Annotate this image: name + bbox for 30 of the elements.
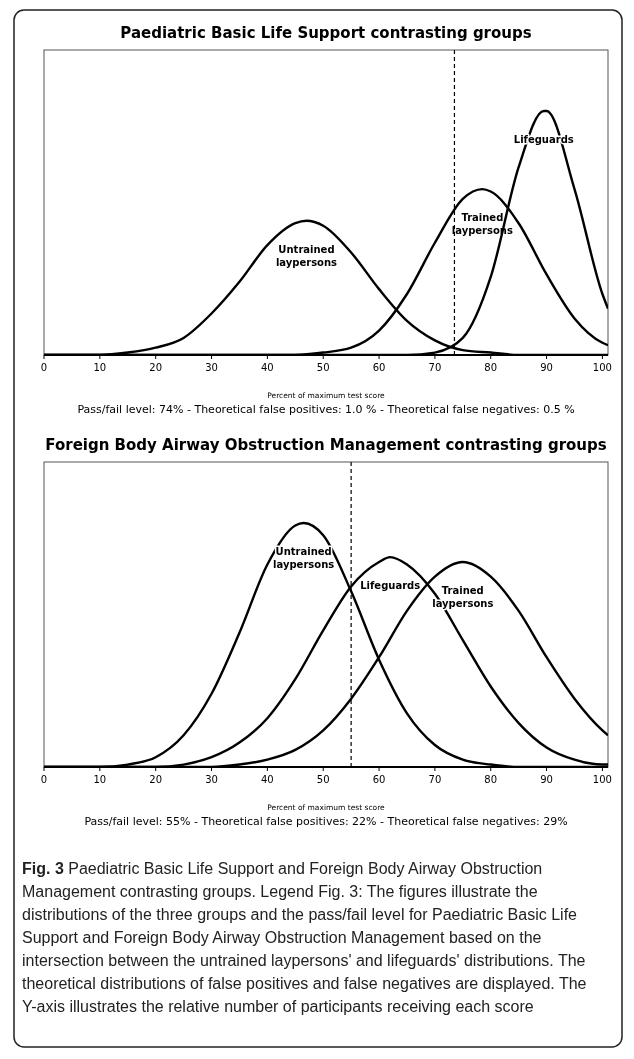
x-tick-label: 70 <box>428 774 442 785</box>
x-tick-label: 10 <box>93 362 107 373</box>
x-tick-label: 100 <box>592 362 612 373</box>
chart-title: Paediatric Basic Life Support contrasting groups <box>120 24 532 42</box>
x-tick-label: 80 <box>484 362 498 373</box>
x-tick-label: 60 <box>372 362 386 373</box>
x-tick-label: 30 <box>205 362 218 373</box>
x-tick-label: 0 <box>40 362 48 373</box>
text: Pass/fail level: 55% - Theoretical false positives: 22% - Theoretical false negatives: 29% <box>84 815 568 828</box>
x-tick-label: 40 <box>261 774 274 785</box>
x-tick-label: 30 <box>205 774 218 785</box>
x-tick-label: 70 <box>428 362 442 373</box>
x-tick-label: 10 <box>93 774 107 785</box>
x-tick-label: 60 <box>372 774 386 785</box>
x-tick-label: 50 <box>316 774 330 785</box>
chart-title: Foreign Body Airway Obstruction Management contrasting groups <box>45 436 607 454</box>
x-tick-label: 90 <box>540 774 553 785</box>
x-tick-label: 80 <box>484 774 498 785</box>
series-label: Lifeguards <box>360 580 421 592</box>
text: Pass/fail level: 74% - Theoretical false positives: 1.0 % - Theoretical false negatives: 0.5 % <box>77 403 575 416</box>
x-tick-label: 20 <box>149 774 163 785</box>
x-tick-label: 40 <box>261 362 274 373</box>
x-tick-label: 0 <box>40 774 48 785</box>
x-tick-label: 20 <box>149 362 163 373</box>
series-label: Untrained laypersons <box>275 243 338 268</box>
x-tick-label: 100 <box>592 774 612 785</box>
x-tick-label: 90 <box>540 362 553 373</box>
x-tick-label: 50 <box>316 362 330 373</box>
series-label: Untrained laypersons <box>273 546 335 570</box>
caption: Fig. 3 Paediatric Basic Life Support and Foreign Body Airway Obstruction Management contrasting groups. Legend Fig. 3: The figures illustrate the distributions of the three groups and the pass/fail level for Paediatric Basic Life Support and Foreign Body Airway Obstruction Management based on the intersection between the untrained laypersons' and lifeguards' distributions. The theoretical distributions of false positives and false negatives are displayed. The Y-axis illustrates the relative number of participants receiving each score <box>22 860 587 1015</box>
